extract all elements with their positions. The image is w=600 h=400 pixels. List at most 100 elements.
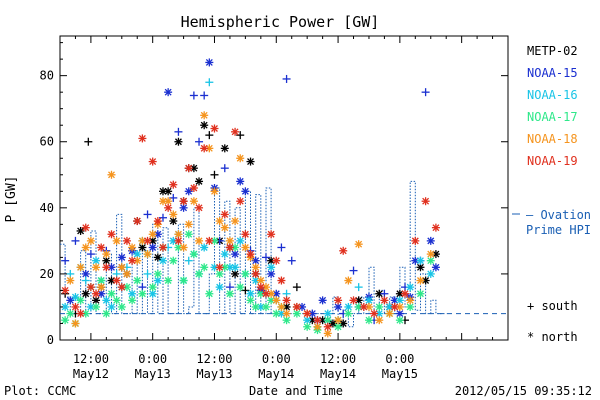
data-point xyxy=(416,256,425,265)
x-tick-date-label: May15 xyxy=(382,367,418,381)
data-point xyxy=(76,263,85,272)
data-point xyxy=(339,246,348,255)
legend-entry: NOAA-15 xyxy=(527,66,578,80)
data-point xyxy=(236,154,245,163)
data-point xyxy=(205,289,214,298)
data-point xyxy=(303,309,312,318)
ovation-legend-label: – Ovation xyxy=(526,208,591,222)
data-point xyxy=(169,256,178,265)
data-point xyxy=(81,223,90,232)
data-point xyxy=(421,197,430,206)
data-point xyxy=(102,263,111,272)
data-point xyxy=(251,302,260,311)
chart-title: Hemispheric Power [GW] xyxy=(181,13,380,31)
data-point xyxy=(148,157,157,166)
data-point xyxy=(143,269,152,278)
data-point xyxy=(66,309,75,318)
x-tick-label: 12:00 xyxy=(196,352,232,366)
data-point xyxy=(184,230,193,239)
data-point xyxy=(225,289,234,298)
y-axis-label: P [GW] xyxy=(4,176,19,223)
data-point xyxy=(61,256,70,265)
plot-frame xyxy=(59,35,509,341)
x-tick-date-label: May13 xyxy=(196,367,232,381)
data-point xyxy=(375,302,384,311)
data-point xyxy=(107,230,116,239)
data-point xyxy=(174,243,183,252)
data-point xyxy=(61,286,70,295)
data-point xyxy=(179,197,188,206)
data-point xyxy=(241,243,250,252)
y-axis: 0 20 40 60 80 xyxy=(40,42,508,347)
data-point xyxy=(200,243,209,252)
footer-left: Plot: CCMC xyxy=(4,384,76,398)
data-point xyxy=(267,263,276,272)
data-point xyxy=(138,134,147,143)
y-tick-label: 20 xyxy=(40,267,54,281)
data-point xyxy=(354,240,363,249)
data-point xyxy=(179,243,188,252)
data-point xyxy=(431,223,440,232)
data-point xyxy=(220,164,229,173)
data-point xyxy=(421,88,430,97)
data-point xyxy=(241,269,250,278)
data-point xyxy=(411,236,420,245)
data-point xyxy=(169,180,178,189)
data-point xyxy=(138,289,147,298)
data-point xyxy=(117,253,126,262)
ovation-layer xyxy=(60,180,508,328)
data-point xyxy=(282,74,291,83)
ovation-hpi-line xyxy=(60,180,447,328)
data-point xyxy=(220,144,229,153)
data-point xyxy=(158,197,167,206)
data-point xyxy=(189,164,198,173)
data-point xyxy=(158,243,167,252)
data-point xyxy=(86,250,95,259)
data-point xyxy=(231,127,240,136)
data-point xyxy=(431,263,440,272)
data-point xyxy=(200,111,209,120)
marker-legend: + south * north xyxy=(527,299,578,344)
data-point xyxy=(112,276,121,285)
data-point xyxy=(241,230,250,239)
data-point xyxy=(174,127,183,136)
data-point xyxy=(261,289,270,298)
data-point xyxy=(292,302,301,311)
data-point xyxy=(220,250,229,259)
data-point xyxy=(282,296,291,305)
data-point xyxy=(200,91,209,100)
data-point xyxy=(272,296,281,305)
x-tick-date-label: May14 xyxy=(258,367,294,381)
data-point xyxy=(272,309,281,318)
data-point xyxy=(318,296,327,305)
data-point xyxy=(112,236,121,245)
data-point xyxy=(189,197,198,206)
data-point xyxy=(334,296,343,305)
data-point xyxy=(102,309,111,318)
data-point xyxy=(189,184,198,192)
data-point xyxy=(164,276,173,285)
data-point xyxy=(102,296,111,305)
legend-entry: NOAA-17 xyxy=(527,110,578,124)
data-point xyxy=(272,256,281,265)
legend: METP-02 NOAA-15 NOAA-16 NOAA-17 NOAA-18 NOAA-… xyxy=(527,44,578,168)
data-point xyxy=(236,197,245,206)
data-point xyxy=(71,319,80,328)
data-point xyxy=(210,187,219,196)
data-point xyxy=(205,58,214,67)
data-point xyxy=(205,78,214,87)
data-point xyxy=(71,236,80,245)
data-point xyxy=(174,236,183,245)
data-point xyxy=(220,223,229,232)
data-point xyxy=(200,144,209,153)
data-point xyxy=(102,250,111,259)
x-axis-label: Date and Time xyxy=(249,384,343,398)
data-point xyxy=(195,269,204,278)
data-point xyxy=(401,289,410,298)
data-point xyxy=(225,243,234,252)
data-point xyxy=(220,210,229,219)
data-point xyxy=(66,276,75,285)
data-point xyxy=(128,296,137,305)
data-point xyxy=(189,91,198,100)
data-point xyxy=(169,210,178,219)
